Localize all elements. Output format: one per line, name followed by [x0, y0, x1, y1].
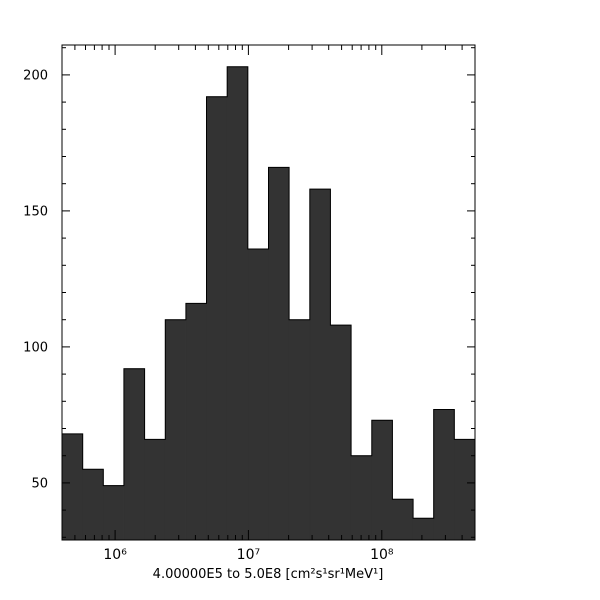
histogram-bar: [82, 468, 104, 541]
histogram-bar: [309, 188, 331, 541]
y-tick-label: 200: [23, 68, 48, 83]
histogram-bar: [371, 420, 393, 541]
bars-group: [61, 66, 476, 541]
y-tick-label: 150: [23, 204, 48, 219]
histogram-bar: [103, 485, 125, 541]
histogram-bar: [123, 368, 145, 541]
y-tick-label: 100: [23, 340, 48, 355]
histogram-bar: [206, 96, 228, 541]
x-tick-label: 10⁶: [103, 547, 127, 563]
histogram-bar: [454, 439, 476, 541]
histogram-outline: [61, 66, 476, 540]
histogram-bar: [350, 455, 373, 541]
histogram-bar: [268, 167, 290, 541]
histogram-bar: [144, 439, 166, 541]
tick-labels: 10⁶ 10⁷ 10⁸ 50 100 150 200: [23, 68, 394, 563]
histogram-bar: [412, 517, 434, 541]
histogram-bar: [61, 433, 83, 541]
x-axis-label: 4.00000E5 to 5.0E8 [cm²s¹sr¹MeV¹]: [153, 567, 384, 582]
x-tick-label: 10⁷: [237, 547, 260, 563]
histogram-bar: [288, 319, 311, 541]
histogram-bar: [330, 324, 352, 541]
y-tick-label: 50: [31, 476, 48, 491]
histogram-bar: [185, 303, 207, 541]
histogram-bar: [247, 248, 269, 541]
x-tick-label: 10⁸: [370, 547, 394, 563]
histogram-bar: [433, 409, 455, 541]
histogram-bar: [226, 66, 249, 541]
axis-ticks: [62, 45, 475, 540]
histogram-bar: [164, 319, 187, 541]
histogram-bar: [392, 498, 414, 541]
